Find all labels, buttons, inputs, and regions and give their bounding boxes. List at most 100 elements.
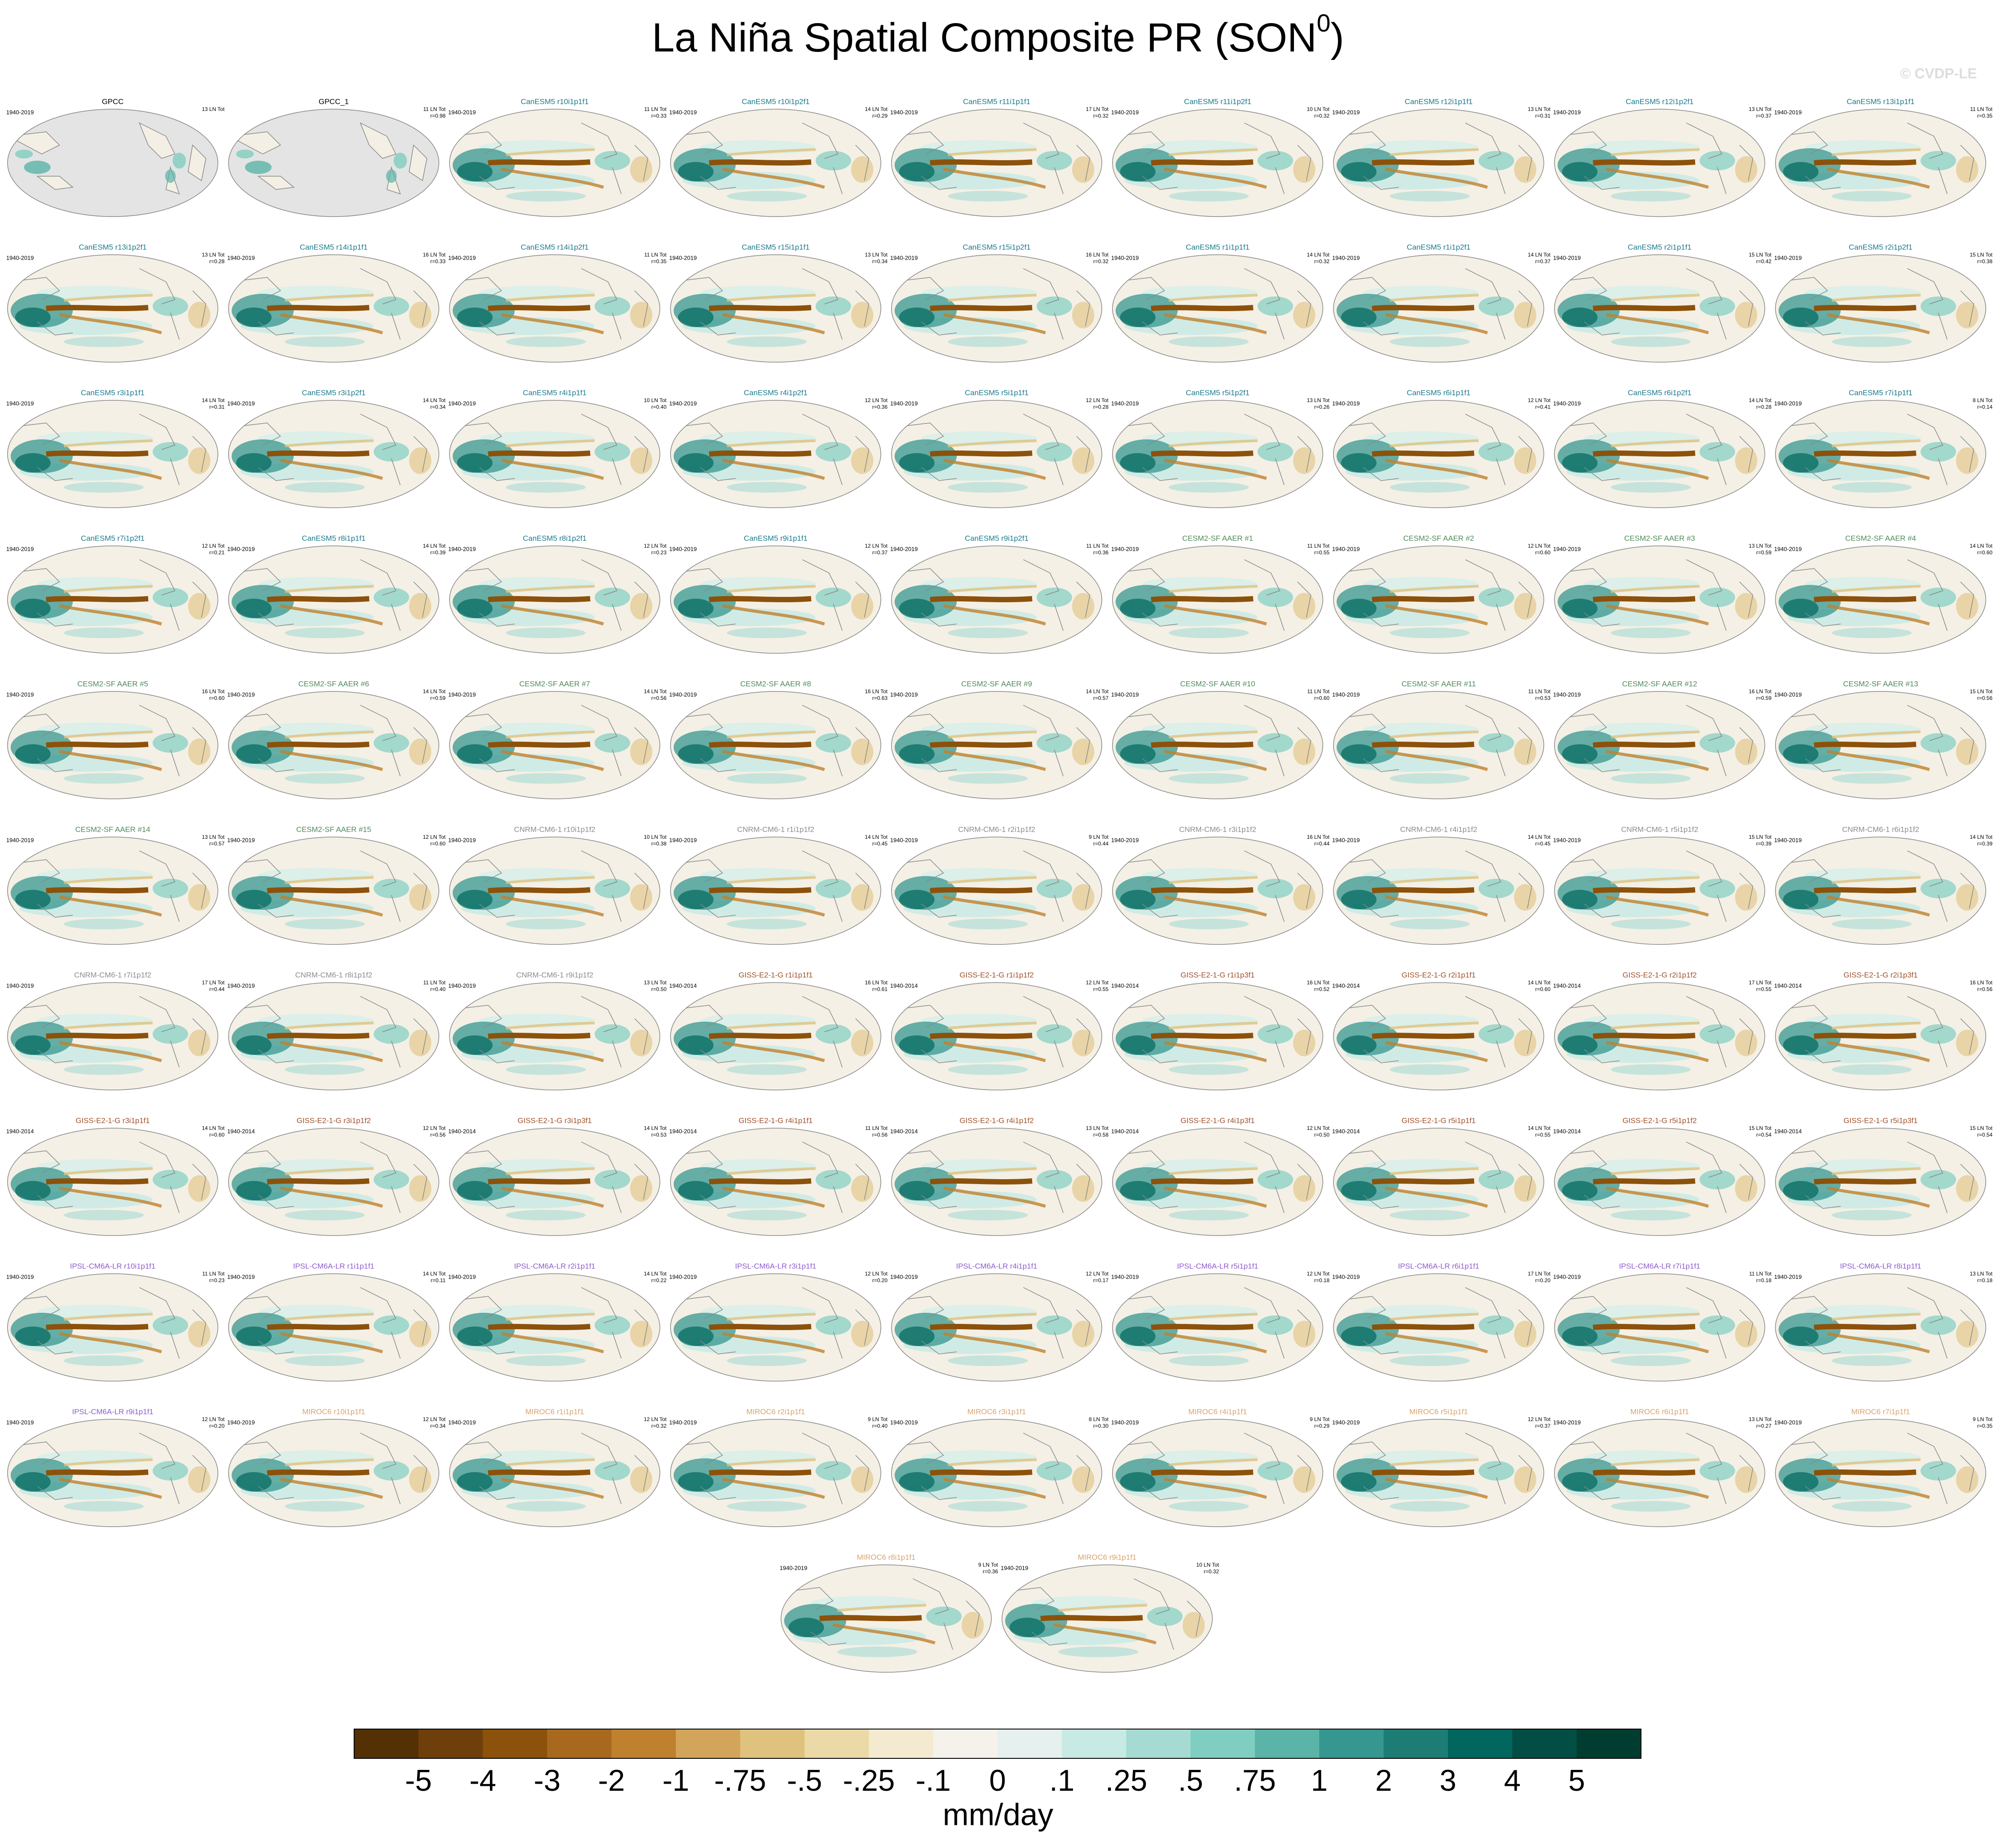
panel-title: CanESM5 r14i1p2f1 xyxy=(521,243,588,251)
panel-title: MIROC6 r3i1p1f1 xyxy=(967,1407,1026,1416)
panel-count: 12 LN Tot xyxy=(1528,543,1551,549)
panel-count: 14 LN Tot xyxy=(202,397,225,403)
panel-period: 1940-2019 xyxy=(1774,109,1802,115)
panel-count: 14 LN Tot xyxy=(1086,688,1109,695)
panel: GISS-E2-1-G r5i1p1f2 1940-2014 15 LN Totr=… xyxy=(1553,1116,1772,1237)
panel-period: 1940-2019 xyxy=(890,1273,918,1280)
panel-period: 1940-2019 xyxy=(1332,1419,1360,1425)
panel-period: 1940-2019 xyxy=(780,1564,807,1571)
panel-period: 1940-2019 xyxy=(448,1273,476,1280)
map xyxy=(448,107,661,218)
panel-correlation: r=0.44 xyxy=(209,986,225,992)
panel: GISS-E2-1-G r2i1p3f1 1940-2014 16 LN Totr=… xyxy=(1774,971,1993,1092)
panel-period: 1940-2019 xyxy=(669,254,697,261)
colorbar-label: -.5 xyxy=(787,1764,822,1797)
map xyxy=(669,1418,882,1528)
panel-correlation: r=0.45 xyxy=(872,841,888,847)
panel-correlation: r=0.50 xyxy=(651,986,667,992)
panel-period: 1940-2019 xyxy=(1774,1419,1802,1425)
map xyxy=(1774,544,1987,655)
panel: CNRM-CM6-1 r4i1p1f2 1940-2019 14 LN Totr=0… xyxy=(1332,825,1551,946)
map xyxy=(1332,399,1545,509)
panel-period: 1940-2019 xyxy=(227,545,255,552)
colorbar-swatch xyxy=(1577,1729,1641,1758)
panel-count: 16 LN Tot xyxy=(1086,252,1109,258)
map xyxy=(1111,1272,1324,1383)
panel: GISS-E2-1-G r3i1p3f1 1940-2014 14 LN Totr=… xyxy=(448,1116,667,1237)
panel-correlation: r=0.37 xyxy=(1756,113,1772,119)
panel-period: 1940-2019 xyxy=(6,254,34,261)
panel-title: CESM2-SF AAER #9 xyxy=(961,679,1032,688)
panel-period: 1940-2014 xyxy=(6,1128,34,1134)
map xyxy=(890,399,1103,509)
colorbar-swatch xyxy=(1126,1729,1191,1758)
panel-period: 1940-2019 xyxy=(1553,254,1581,261)
map xyxy=(1553,981,1766,1092)
panel-title: CanESM5 r14i1p1f1 xyxy=(300,243,367,251)
panel-correlation: r=0.55 xyxy=(1756,986,1772,992)
colorbar-swatch xyxy=(547,1729,611,1758)
map xyxy=(669,690,882,801)
panel-count: 12 LN Tot xyxy=(865,543,888,549)
panel: GISS-E2-1-G r2i1p1f1 1940-2014 14 LN Totr=… xyxy=(1332,971,1551,1092)
map xyxy=(1553,1126,1766,1237)
panel-period: 1940-2019 xyxy=(890,400,918,407)
panel-title: CESM2-SF AAER #7 xyxy=(519,679,590,688)
panel-title: GISS-E2-1-G r1i1p3f1 xyxy=(1180,971,1254,979)
panel-count: 11 LN Tot xyxy=(1307,688,1330,695)
map xyxy=(890,1272,1103,1383)
colorbar-label: -4 xyxy=(469,1764,496,1797)
panel-count: 14 LN Tot xyxy=(1528,252,1551,258)
panel-count: 12 LN Tot xyxy=(1307,1125,1330,1131)
panel-title: CanESM5 r8i1p1f1 xyxy=(302,534,366,542)
panel-count: 12 LN Tot xyxy=(1528,1416,1551,1422)
panel-title: CESM2-SF AAER #11 xyxy=(1401,679,1476,688)
colorbar-label: 1 xyxy=(1311,1764,1328,1797)
panel-title: CanESM5 r9i1p2f1 xyxy=(965,534,1029,542)
map xyxy=(1111,107,1324,218)
panel-correlation: r=0.26 xyxy=(1314,404,1330,410)
panel-correlation: r=0.40 xyxy=(651,404,667,410)
panel-period: 1940-2019 xyxy=(669,545,697,552)
panel-correlation: r=0.56 xyxy=(1977,986,1993,992)
map xyxy=(6,690,219,801)
panel-title: CanESM5 r4i1p2f1 xyxy=(744,388,808,397)
map xyxy=(6,1418,219,1528)
panel: CESM2-SF AAER #14 1940-2019 13 LN Totr=0.5… xyxy=(6,825,225,946)
panel-title: MIROC6 r10i1p1f1 xyxy=(302,1407,365,1416)
map xyxy=(1553,1418,1766,1528)
panel-correlation: r=0.38 xyxy=(651,841,667,847)
panel-count: 15 LN Tot xyxy=(1970,252,1993,258)
panel-count: 11 LN Tot xyxy=(1086,543,1109,549)
map xyxy=(1553,399,1766,509)
panel-count: 12 LN Tot xyxy=(644,543,667,549)
panel-period: 1940-2019 xyxy=(890,545,918,552)
map xyxy=(448,253,661,364)
panel-period: 1940-2019 xyxy=(890,109,918,115)
panel-period: 1940-2014 xyxy=(227,1128,255,1134)
map xyxy=(1774,253,1987,364)
panel-title: CESM2-SF AAER #3 xyxy=(1624,534,1695,542)
panel-title: GISS-E2-1-G r3i1p1f2 xyxy=(296,1116,371,1125)
map xyxy=(448,690,661,801)
panel-correlation: r=0.98 xyxy=(430,113,446,119)
panel-period: 1940-2019 xyxy=(1111,691,1139,698)
panel-count: 13 LN Tot xyxy=(1307,397,1330,403)
colorbar-label: 4 xyxy=(1504,1764,1521,1797)
panel: CNRM-CM6-1 r10i1p1f2 1940-2019 10 LN Totr=… xyxy=(448,825,667,946)
panel-count: 13 LN Tot xyxy=(1749,543,1772,549)
panel-count: 11 LN Tot xyxy=(423,979,446,986)
panel: GISS-E2-1-G r4i1p1f2 1940-2014 13 LN Totr=… xyxy=(890,1116,1109,1237)
panel-period: 1940-2019 xyxy=(1332,545,1360,552)
panel: CNRM-CM6-1 r5i1p1f2 1940-2019 15 LN Totr=0… xyxy=(1553,825,1772,946)
title-end: ) xyxy=(1330,15,1344,60)
panel-count: 16 LN Tot xyxy=(423,252,446,258)
panel-count: 14 LN Tot xyxy=(202,1125,225,1131)
map xyxy=(780,1563,993,1674)
